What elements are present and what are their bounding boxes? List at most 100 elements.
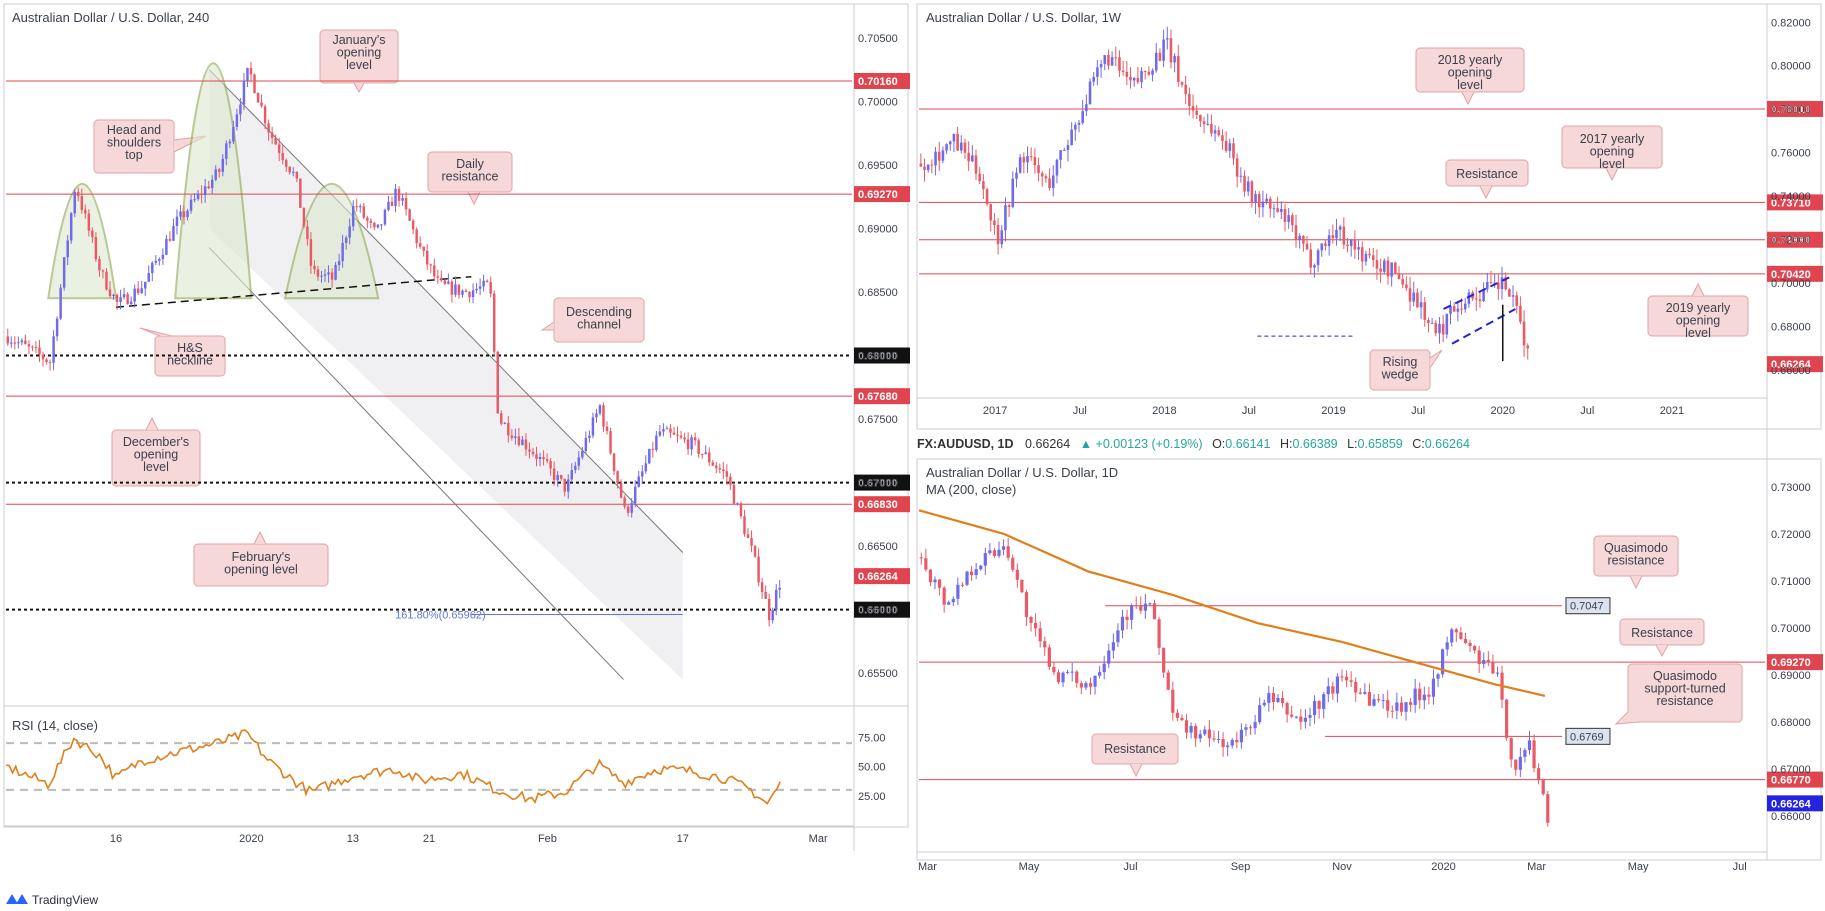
w1-candle-body — [945, 144, 948, 151]
d1-candle-body — [1399, 702, 1404, 712]
w1-candle-body — [1445, 313, 1449, 335]
h4-candle-body — [457, 284, 461, 295]
h4-candle-body — [619, 483, 623, 498]
w1-candle-body — [1140, 70, 1143, 83]
h4-candle-body — [203, 186, 207, 196]
w1-candle-body — [1114, 57, 1118, 59]
d1-candle-body — [1235, 739, 1239, 743]
d1-candle-body — [1061, 672, 1065, 683]
rsi-line — [5, 729, 781, 805]
w1-y-tick: 0.68000 — [1771, 321, 1811, 333]
h4-candle-body — [581, 450, 584, 458]
d1-candle-body — [1088, 683, 1093, 687]
d1-candle-body — [1367, 692, 1372, 706]
w1-candle-body — [1055, 159, 1059, 176]
d1-candle-body — [1294, 716, 1298, 718]
tradingview-brand-text: TradingView — [32, 893, 98, 907]
h4-candle-body — [404, 198, 408, 210]
h4-candle-body — [126, 294, 129, 305]
h4-candle-body — [351, 206, 355, 227]
w1-candle-body — [1405, 284, 1408, 289]
d1-candle-body — [1006, 546, 1010, 558]
tradingview-logo[interactable]: TradingView — [6, 893, 98, 907]
d1-candle-body — [1395, 702, 1399, 711]
h4-price-tag-label: 0.67680 — [858, 391, 898, 403]
d1-candle-body — [969, 571, 974, 576]
callout-d1-resistance-lower: Resistance — [1091, 733, 1179, 778]
callout-rising-wedge: Rising wedge — [1369, 349, 1443, 391]
d1-x-tick: Jul — [1733, 861, 1747, 873]
d1-candle-body — [1358, 692, 1362, 694]
d1-x-tick: Mar — [1527, 861, 1546, 873]
w1-candle-body — [1335, 229, 1338, 239]
callout-descending-channel: Descending channel — [540, 297, 645, 343]
d1-candle-body — [1527, 740, 1532, 751]
w1-candle-body — [1011, 178, 1015, 207]
w1-candle-body — [967, 152, 970, 162]
w1-candle-body — [1007, 205, 1011, 207]
d1-candle-body — [1450, 629, 1454, 643]
w1-candle-body — [1180, 81, 1184, 85]
ohlc-bar: FX:AUDUSD, 1D 0.66264 ▲ +0.00123 (+0.19%… — [917, 437, 1470, 451]
d1-candle-body — [960, 584, 965, 586]
callout-w1-resistance: Resistance — [1445, 159, 1529, 200]
h4-candle-body — [20, 340, 24, 343]
w1-candle-body — [1408, 288, 1412, 302]
h4-candle-body — [306, 226, 309, 240]
w1-candle-body — [1257, 193, 1261, 208]
d1-candle-body — [1066, 671, 1070, 673]
h4-candle-body — [612, 453, 616, 472]
h4-candle-body — [602, 405, 605, 427]
w1-candle-body — [1324, 243, 1327, 246]
w1-candle-body — [1165, 38, 1169, 40]
d1-candle-body — [1331, 686, 1335, 694]
h4-candle-body — [633, 486, 637, 504]
h4-price-tag-label: 0.66000 — [858, 605, 898, 617]
d1-candle-body — [983, 553, 987, 566]
d1-candle-body — [1514, 759, 1518, 770]
h4-y-tick: 0.67000 — [858, 478, 898, 490]
d1-candle-body — [1317, 701, 1321, 709]
w1-candle-body — [926, 164, 930, 171]
h4-candle-body — [246, 67, 249, 81]
h4-candle-body — [122, 294, 126, 298]
h4-candle-body — [669, 428, 672, 433]
h4-candle-body — [256, 92, 260, 103]
w1-candle-body — [1066, 145, 1070, 150]
w1-candle-body — [1048, 178, 1051, 189]
callout-december-opening-text: December's opening level — [123, 435, 189, 474]
d1-candle-body — [1157, 619, 1161, 648]
h4-candle-body — [718, 468, 722, 470]
h4-x-tick: Feb — [538, 833, 557, 845]
h4-candle-body — [309, 239, 313, 266]
h4-candle-body — [408, 209, 411, 221]
h4-candle-body — [380, 224, 383, 226]
h4-candle-body — [440, 277, 443, 281]
d1-candle-body — [1276, 697, 1280, 702]
h4-candle-body — [366, 217, 369, 221]
w1-candle-body — [1467, 292, 1471, 304]
d1-candle-body — [947, 602, 951, 605]
d1-y-tick: 0.69000 — [1771, 670, 1811, 682]
d1-candle-body — [1532, 740, 1536, 769]
w1-candle-body — [963, 142, 967, 153]
h4-candle-body — [210, 179, 214, 189]
h4-candle-body — [285, 160, 288, 167]
w1-candle-body — [1268, 198, 1272, 209]
h4-candle-body — [41, 354, 45, 360]
h4-candle-body — [302, 207, 306, 227]
w1-y-tick: 0.82000 — [1771, 17, 1811, 29]
w1-candle-body — [919, 163, 923, 167]
w1-candle-body — [1077, 122, 1081, 125]
d1-candle-body — [1258, 705, 1262, 723]
ohlc-open: 0.66141 — [1225, 437, 1270, 451]
w1-candle-body — [1224, 140, 1228, 151]
ohlc-high: 0.66389 — [1292, 437, 1337, 451]
d1-candle-body — [1312, 701, 1317, 716]
h4-candle-body — [394, 188, 397, 207]
h4-candle-body — [228, 141, 232, 144]
w1-candle-body — [971, 155, 974, 162]
d1-candle-body — [1203, 729, 1207, 735]
d1-candle-body — [1171, 689, 1175, 713]
d1-price-tag-label: 0.69270 — [1771, 657, 1811, 669]
